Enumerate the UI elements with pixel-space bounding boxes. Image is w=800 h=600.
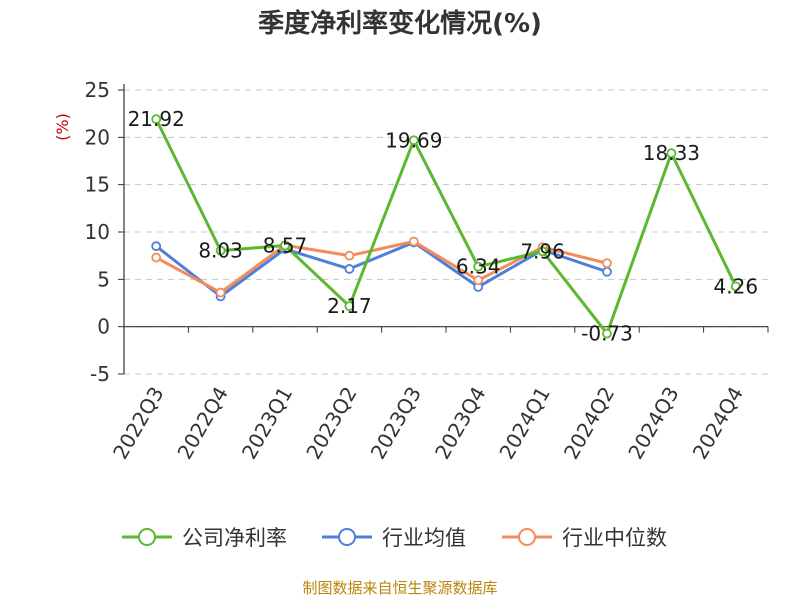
data-point bbox=[473, 261, 484, 272]
legend-swatch-marker bbox=[518, 528, 536, 546]
data-label: 4.26 bbox=[714, 274, 759, 298]
y-tick-label: 20 bbox=[85, 125, 110, 149]
x-tick-label: 2023Q1 bbox=[237, 383, 297, 464]
data-point bbox=[344, 301, 355, 312]
y-tick-label: 5 bbox=[97, 267, 110, 291]
x-tick-label: 2023Q4 bbox=[430, 383, 490, 464]
x-tick-label: 2024Q2 bbox=[559, 383, 619, 464]
data-point bbox=[602, 266, 612, 277]
series-line-1 bbox=[155, 240, 608, 298]
data-point bbox=[151, 114, 162, 125]
data-point bbox=[344, 250, 355, 261]
data-point bbox=[473, 275, 484, 286]
data-point bbox=[280, 240, 290, 251]
data-point bbox=[537, 246, 548, 257]
legend-swatch-marker bbox=[138, 528, 156, 546]
data-point bbox=[730, 281, 741, 292]
data-label: 18.33 bbox=[643, 141, 700, 165]
data-label: 21.92 bbox=[128, 107, 185, 131]
x-tick-label: 2024Q1 bbox=[494, 383, 554, 464]
data-label: 6.34 bbox=[456, 255, 501, 279]
x-tick-label: 2023Q2 bbox=[301, 383, 361, 464]
x-tick-label: 2022Q4 bbox=[172, 383, 232, 464]
y-tick-label: 0 bbox=[97, 315, 110, 339]
y-tick-label: 10 bbox=[85, 220, 110, 244]
data-label: 7.96 bbox=[520, 239, 565, 263]
x-tick-label: 2024Q4 bbox=[688, 383, 748, 464]
x-tick-label: 2022Q3 bbox=[108, 383, 168, 464]
y-tick-label: 15 bbox=[85, 173, 110, 197]
data-point bbox=[344, 264, 355, 274]
legend-label: 公司净利率 bbox=[182, 526, 287, 550]
data-point bbox=[151, 252, 162, 263]
legend-label: 行业均值 bbox=[382, 526, 466, 550]
data-label: 8.03 bbox=[198, 239, 243, 263]
x-axis-ticks: 2022Q3 2022Q4 2023Q1 2023Q2 2023Q3 2023Q4 2024… bbox=[108, 383, 748, 464]
y-axis-unit: (%) bbox=[53, 113, 72, 141]
legend-swatch-marker bbox=[338, 528, 356, 546]
data-point bbox=[602, 258, 612, 269]
data-point bbox=[666, 148, 677, 159]
y-axis-ticks: -5 0 5 10 15 20 25 bbox=[85, 78, 110, 386]
data-label: 2.17 bbox=[327, 294, 372, 318]
data-label: 19.69 bbox=[385, 128, 442, 152]
y-tick-label: -5 bbox=[90, 362, 110, 386]
data-point bbox=[151, 241, 162, 252]
data-label: -0.73 bbox=[581, 322, 633, 346]
source-note: 制图数据来自恒生聚源数据库 bbox=[302, 579, 497, 597]
x-tick-label: 2023Q3 bbox=[366, 383, 426, 464]
chart-title: 季度净利率变化情况(%) bbox=[258, 8, 542, 39]
legend-label: 行业中位数 bbox=[562, 526, 667, 550]
data-point bbox=[408, 236, 419, 247]
data-point bbox=[215, 245, 226, 256]
x-tick-label: 2024Q3 bbox=[623, 383, 683, 464]
axes bbox=[118, 84, 769, 375]
y-tick-label: 25 bbox=[85, 78, 110, 102]
data-labels: 21.92 8.03 8.57 2.17 19.69 6.34 7.96 -0.73 18.33… bbox=[128, 107, 758, 345]
series-line-0 bbox=[154, 118, 738, 336]
legend: 公司净利率 行业均值 行业中位数 bbox=[122, 526, 667, 550]
data-point bbox=[602, 328, 612, 339]
data-point bbox=[215, 287, 226, 298]
data-point bbox=[408, 135, 419, 146]
series-group bbox=[151, 114, 741, 339]
data-label: 8.57 bbox=[263, 234, 308, 258]
